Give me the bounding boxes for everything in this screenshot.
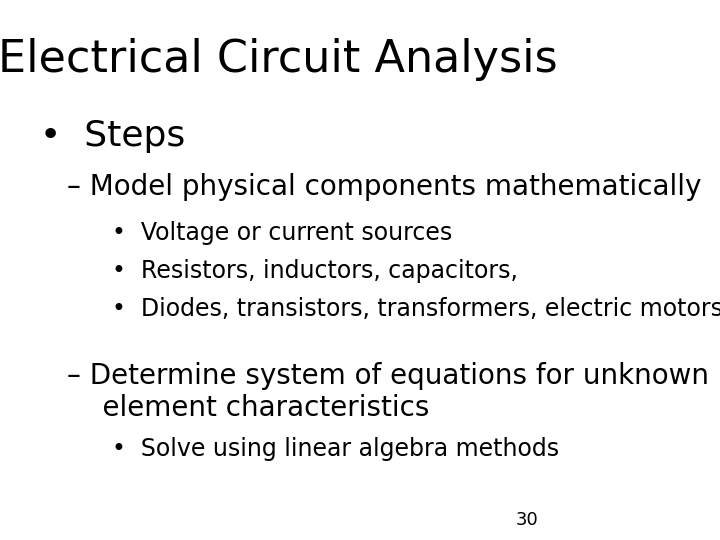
Text: 30: 30 [516,511,539,529]
Text: •  Steps: • Steps [40,119,185,153]
Text: •  Resistors, inductors, capacitors,: • Resistors, inductors, capacitors, [112,259,518,283]
Text: – Determine system of equations for unknown
    element characteristics: – Determine system of equations for unkn… [68,362,709,422]
Text: Electrical Circuit Analysis: Electrical Circuit Analysis [0,38,558,81]
Text: – Model physical components mathematically: – Model physical components mathematical… [68,173,702,201]
Text: •  Voltage or current sources: • Voltage or current sources [112,221,452,245]
Text: •  Diodes, transistors, transformers, electric motors: • Diodes, transistors, transformers, ele… [112,297,720,321]
Text: •  Solve using linear algebra methods: • Solve using linear algebra methods [112,437,559,461]
